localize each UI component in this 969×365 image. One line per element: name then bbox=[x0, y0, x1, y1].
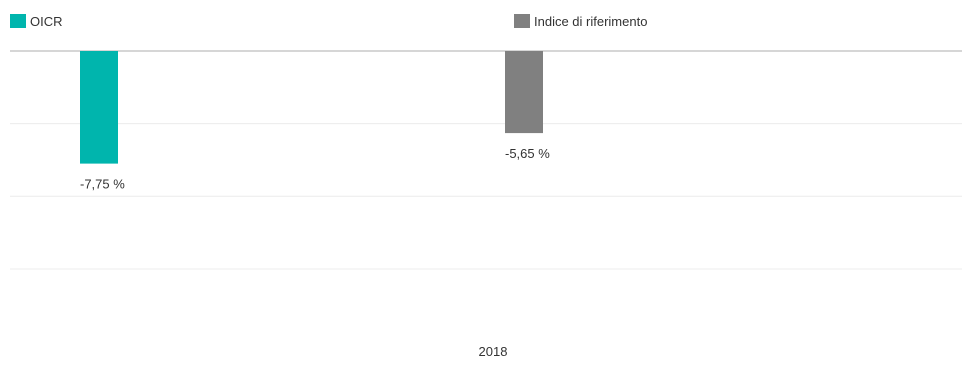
legend-swatch-1 bbox=[514, 14, 530, 28]
legend-label-0: OICR bbox=[30, 14, 63, 29]
data-label-1: -5,65 % bbox=[505, 146, 550, 161]
bar-1 bbox=[505, 51, 543, 134]
legend-swatch-0 bbox=[10, 14, 26, 28]
data-label-0: -7,75 % bbox=[80, 177, 125, 192]
bar-0 bbox=[80, 51, 118, 164]
x-tick-label-0: 2018 bbox=[479, 344, 508, 359]
legend-label-1: Indice di riferimento bbox=[534, 14, 647, 29]
